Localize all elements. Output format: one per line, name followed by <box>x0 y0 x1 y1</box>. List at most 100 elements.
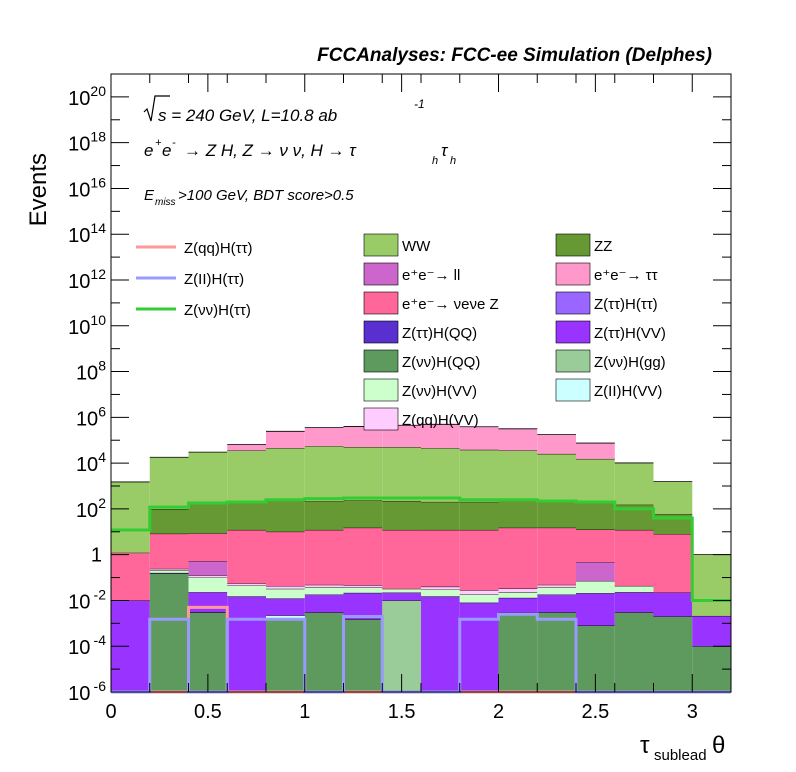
legend-box-swatch-10 <box>363 378 399 402</box>
y-tick-label-6: 610 <box>76 403 106 430</box>
legend-box-swatch-5 <box>555 291 591 315</box>
y-tick-exp-7: 8 <box>98 358 106 374</box>
x-axis-label-sub: sublead <box>654 747 707 764</box>
svg-text:h: h <box>432 155 438 167</box>
stack-0-bin-1 <box>149 573 189 692</box>
y-tick-base-12: 10 <box>68 134 90 156</box>
stack-0-bin-13 <box>614 612 654 692</box>
stack-2-bin-4 <box>266 615 305 620</box>
stack-12-bin-5 <box>304 427 344 447</box>
y-tick-base-9: 10 <box>68 271 90 293</box>
stack-10-bin-7 <box>382 500 421 530</box>
stack-9-bin-0 <box>111 552 150 601</box>
stack-0-bin-10 <box>498 612 538 692</box>
stack-10-bin-4 <box>266 500 305 532</box>
stack-9-bin-14 <box>653 533 693 593</box>
stack-9-bin-4 <box>266 531 305 587</box>
stack-11-bin-3 <box>227 450 266 503</box>
stack-10-bin-6 <box>343 500 383 528</box>
x-tick-label-2: 1 <box>299 701 310 723</box>
legend-box-label-10: Z(νν)H(VV) <box>402 383 477 400</box>
tick-layer: 0 0.5 1 1.5 2 2.5 3-610-410-210121041061081010… <box>68 73 731 723</box>
stack-5-bin-5 <box>304 587 344 595</box>
stack-11-bin-5 <box>304 446 344 502</box>
stack-11-bin-13 <box>614 462 654 505</box>
x-tick-label-4: 2 <box>493 701 504 723</box>
svg-text:→ Z H, Z → ν ν, H → τ: → Z H, Z → ν ν, H → τ <box>184 141 357 160</box>
stack-0-bin-14 <box>653 616 693 692</box>
stack-12-bin-10 <box>498 428 538 451</box>
legend-line-label-1: Z(II)H(ττ) <box>184 271 244 288</box>
legend-box-swatch-11 <box>555 378 591 402</box>
y-tick-exp-10: 14 <box>90 220 106 236</box>
annotation-energy: s = 240 GeV, L=10.8 ab -1 <box>143 95 425 125</box>
stack-5-bin-1 <box>149 570 189 573</box>
legend-box-swatch-9 <box>555 349 591 373</box>
stack-5-bin-2 <box>188 577 228 593</box>
y-tick-exp-13: 20 <box>90 83 106 99</box>
stack-5-bin-6 <box>343 587 383 593</box>
stack-4-bin-10 <box>498 597 538 613</box>
stack-9-bin-12 <box>576 529 615 563</box>
svg-text:τ: τ <box>441 141 449 160</box>
legend-box-label-0: WW <box>402 238 431 255</box>
stack-10-bin-5 <box>304 501 344 530</box>
annotation-selection: E miss >100 GeV, BDT score>0.5 <box>144 187 354 208</box>
stack-12-bin-11 <box>537 434 576 454</box>
legend-box-label-12: Z(qq)H(VV) <box>402 412 479 429</box>
y-tick-base-10: 10 <box>68 225 90 247</box>
stack-12-bin-3 <box>227 444 266 451</box>
legend-box-label-11: Z(II)H(VV) <box>594 383 662 400</box>
stack-9-bin-11 <box>537 527 576 585</box>
x-axis-label: τ sublead θ <box>640 732 725 764</box>
stack-11-bin-1 <box>149 457 189 510</box>
stack-6-bin-8 <box>421 586 460 590</box>
legend-box-label-8: Z(νν)H(QQ) <box>402 354 480 371</box>
y-tick-exp-8: 10 <box>90 312 106 328</box>
stack-9-bin-10 <box>498 527 538 589</box>
chart-title: FCCAnalyses: FCC-ee Simulation (Delphes) <box>317 45 712 66</box>
stack-12-bin-4 <box>266 431 305 449</box>
stack-9-bin-2 <box>188 533 228 562</box>
stack-12-bin-7 <box>382 425 421 448</box>
y-tick-exp-12: 18 <box>90 129 106 145</box>
stack-12-bin-9 <box>459 426 499 450</box>
legend: Z(qq)H(ττ) Z(II)H(ττ) Z(νν)H(ττ) WW ZZ e⁺e⁻→ … <box>136 233 666 431</box>
x-tick-label-1: 0.5 <box>194 701 222 723</box>
stack-11-bin-15 <box>692 554 731 616</box>
line-series-2 <box>111 496 731 602</box>
stack-10-bin-8 <box>421 501 460 530</box>
stack-4-bin-6 <box>343 592 383 620</box>
legend-box-label-9: Z(νν)H(gg) <box>594 354 666 371</box>
stack-12-bin-8 <box>421 424 460 449</box>
stack-0-bin-5 <box>304 612 344 692</box>
svg-text:e: e <box>162 141 171 160</box>
stack-4-bin-11 <box>537 594 576 613</box>
y-tick-label-0: -610 <box>68 678 106 705</box>
stack-5-bin-13 <box>614 585 654 593</box>
stack-4-bin-4 <box>266 598 305 616</box>
y-tick-exp-1: -4 <box>94 632 107 648</box>
stack-4-bin-8 <box>421 596 460 692</box>
stack-6-bin-4 <box>266 586 305 589</box>
y-axis-label: Events <box>25 153 52 226</box>
svg-text:-: - <box>172 137 176 149</box>
stack-4-bin-7 <box>382 592 421 601</box>
stack-0-bin-11 <box>537 612 576 692</box>
legend-box-label-6: Z(ττ)H(QQ) <box>402 325 477 342</box>
stack-11-bin-12 <box>576 458 615 503</box>
stack-11-bin-6 <box>343 447 383 501</box>
stack-4-bin-5 <box>304 594 344 613</box>
stack-10-bin-11 <box>537 500 576 528</box>
stack-9-bin-7 <box>382 529 421 589</box>
stack-5-bin-7 <box>382 588 421 593</box>
legend-box-swatch-6 <box>363 320 399 344</box>
y-tick-label-7: 810 <box>76 358 106 385</box>
stack-11-bin-0 <box>111 481 150 553</box>
stack-11-bin-7 <box>382 447 421 501</box>
x-tick-label-3: 1.5 <box>388 701 416 723</box>
stack-6-bin-5 <box>304 584 344 588</box>
stack-11-bin-8 <box>421 448 460 502</box>
